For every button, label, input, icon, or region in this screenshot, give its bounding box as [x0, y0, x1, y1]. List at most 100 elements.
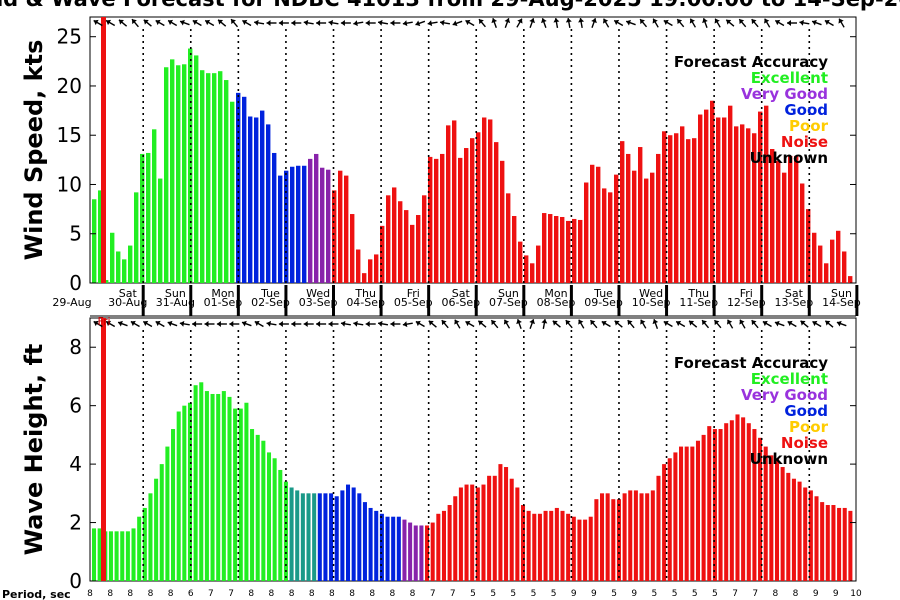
wave-bar [148, 493, 153, 581]
wave-direction-arrow [167, 320, 178, 327]
wind-bar [578, 219, 583, 283]
wave-direction-arrow [614, 320, 623, 328]
wave-direction-arrow [93, 320, 103, 328]
period-value: 7 [732, 589, 738, 599]
day-label: Wed [306, 287, 330, 300]
wave-bar [797, 481, 802, 581]
wave-bar [729, 420, 734, 581]
wave-bar [741, 417, 746, 581]
wave-bar [633, 490, 638, 581]
wind-bar [524, 255, 529, 283]
wave-bar [622, 493, 627, 581]
wind-bar [98, 190, 103, 283]
wind-bar [632, 170, 637, 283]
wave-direction-arrow [328, 321, 339, 327]
wave-bar [639, 493, 644, 581]
arrow-head [714, 320, 720, 326]
arrow-head [303, 19, 309, 26]
wave-bar [752, 429, 757, 581]
wave-bar [549, 510, 554, 581]
wave-direction-arrow [589, 319, 598, 329]
wave-bar [774, 458, 780, 581]
wind-bar [320, 167, 325, 283]
arrow-head [131, 19, 137, 25]
arrow-head [106, 320, 112, 327]
day-label: Sat [785, 287, 804, 300]
wind-bar [350, 214, 355, 283]
wave-bar [142, 507, 147, 581]
wave-bar [441, 510, 446, 581]
arrow-head [503, 319, 510, 325]
arrow-head [168, 19, 174, 26]
arrow-head [787, 320, 793, 327]
wave-direction-arrow [739, 319, 746, 329]
wave-bar [526, 510, 531, 581]
wave-bar [690, 446, 695, 581]
wind-bar [266, 124, 271, 283]
wind-bar [482, 117, 487, 284]
wave-direction-arrow [278, 321, 289, 327]
wind-bar [296, 165, 301, 283]
wind-bar [650, 172, 655, 283]
wind-bar [614, 174, 619, 283]
wind-bar [506, 193, 511, 283]
wave-bar [464, 484, 469, 581]
wave-direction-arrow [701, 319, 710, 329]
wind-bar [536, 245, 541, 283]
wave-bar [238, 408, 243, 581]
wind-direction-arrow [774, 19, 785, 27]
wave-ytick-label: 4 [69, 452, 82, 476]
wind-bar [290, 166, 295, 283]
wave-direction-arrow [627, 319, 635, 329]
arrow-head [242, 320, 247, 327]
wave-direction-arrow [836, 320, 847, 327]
wave-direction-arrow [762, 320, 772, 328]
wind-bar [392, 187, 397, 283]
period-value: 5 [510, 589, 516, 599]
wind-bar [644, 178, 649, 283]
wind-direction-arrow [143, 19, 152, 27]
wind-bar [212, 73, 217, 283]
wave-direction-arrow [787, 320, 797, 328]
wave-direction-arrow [516, 319, 522, 329]
wave-bar [492, 475, 497, 581]
wave-ylabel: Wave Height, ft [20, 344, 48, 556]
wind-legend-item: Noise [781, 133, 828, 151]
period-value: 5 [531, 589, 537, 599]
wave-bar [92, 528, 97, 581]
wind-direction-arrow [328, 19, 339, 26]
wind-direction-arrow [491, 18, 498, 28]
wave-direction-arrow [812, 320, 822, 328]
arrow-head [552, 320, 558, 326]
wave-bar [289, 487, 294, 581]
wave-bar [227, 396, 232, 581]
arrow-head [229, 321, 234, 327]
day-label: Sat [119, 287, 138, 300]
day-label: Mon [544, 287, 567, 300]
wind-bar [704, 109, 709, 283]
arrow-head [378, 320, 383, 327]
wave-bar [261, 440, 266, 581]
wave-direction-arrow [688, 320, 698, 328]
wave-bar [566, 513, 571, 581]
wave-direction-arrow [142, 320, 153, 328]
arrow-head [402, 20, 408, 27]
arrow-head [739, 319, 745, 325]
wind-bar [398, 201, 403, 283]
wind-direction-arrow [353, 20, 364, 27]
wind-bar [326, 169, 331, 283]
period-value: 9 [813, 589, 819, 599]
period-value: 8 [349, 589, 355, 599]
wind-bar [302, 165, 307, 283]
period-value: 10 [850, 589, 862, 599]
wind-ytick-label: 10 [57, 172, 82, 196]
wind-direction-arrow [340, 20, 351, 26]
wave-direction-arrow [192, 321, 203, 327]
arrow-head [428, 320, 434, 326]
wind-bar [788, 155, 793, 283]
wave-direction-arrow [365, 321, 376, 327]
wave-direction-arrow [578, 319, 585, 329]
period-value: 7 [450, 589, 456, 599]
wave-direction-arrow [477, 320, 487, 328]
wind-bar [254, 117, 259, 284]
